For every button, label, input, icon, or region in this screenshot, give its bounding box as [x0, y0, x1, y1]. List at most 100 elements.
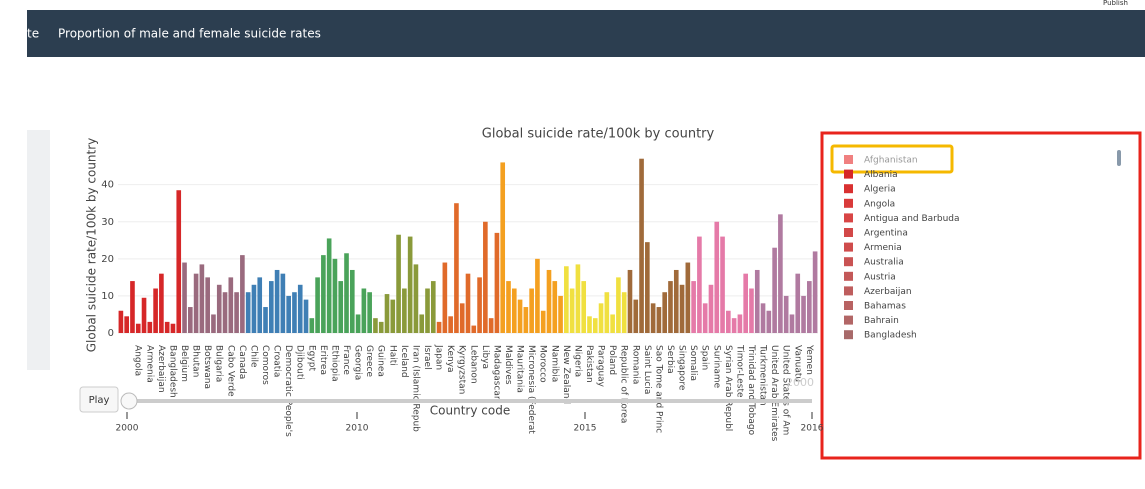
legend-label[interactable]: Angola — [864, 199, 895, 209]
legend-swatch[interactable] — [844, 257, 853, 267]
nav-tab[interactable]: Proportion of male and female suicide ra… — [58, 27, 321, 41]
bar[interactable] — [726, 310, 731, 333]
bar[interactable] — [789, 314, 795, 333]
bar[interactable] — [511, 288, 517, 334]
bar[interactable] — [176, 190, 182, 333]
bar[interactable] — [147, 321, 153, 333]
bar[interactable] — [552, 281, 558, 333]
bar[interactable] — [141, 297, 147, 333]
bar[interactable] — [627, 269, 633, 333]
legend-label[interactable]: Armenia — [864, 243, 902, 253]
bar[interactable] — [668, 281, 673, 333]
bar[interactable] — [454, 203, 459, 333]
bar[interactable] — [135, 323, 141, 333]
legend-label[interactable]: Algeria — [864, 185, 896, 195]
bar[interactable] — [685, 262, 691, 333]
bar[interactable] — [465, 273, 471, 333]
bar[interactable] — [708, 284, 714, 333]
bar[interactable] — [425, 288, 430, 334]
bar[interactable] — [691, 281, 696, 333]
play-label[interactable]: Play — [89, 395, 110, 406]
bar[interactable] — [234, 292, 239, 333]
legend-swatch[interactable] — [844, 315, 853, 325]
bar[interactable] — [754, 269, 760, 333]
bar[interactable] — [679, 284, 685, 333]
slider-handle[interactable] — [120, 392, 138, 410]
bar[interactable] — [604, 292, 610, 333]
bar[interactable] — [697, 236, 702, 333]
bar[interactable] — [523, 307, 529, 333]
legend-label[interactable]: Australia — [864, 258, 904, 268]
bar[interactable] — [349, 269, 355, 333]
bar[interactable] — [378, 321, 384, 333]
bar[interactable] — [222, 292, 228, 333]
bar[interactable] — [639, 158, 644, 333]
bar[interactable] — [170, 323, 176, 333]
legend-label[interactable]: Afghanistan — [864, 156, 918, 166]
bar[interactable] — [471, 325, 477, 333]
legend-label[interactable]: Antigua and Barbuda — [864, 214, 960, 224]
bar[interactable] — [367, 292, 372, 333]
bar[interactable] — [303, 299, 309, 333]
bar[interactable] — [188, 307, 193, 333]
bar[interactable] — [731, 318, 737, 333]
scrollbar[interactable] — [1117, 150, 1121, 166]
bar[interactable] — [228, 277, 234, 333]
bar[interactable] — [361, 288, 367, 334]
bar[interactable] — [286, 295, 291, 333]
bar[interactable] — [598, 303, 604, 333]
bar[interactable] — [402, 288, 407, 334]
bar[interactable] — [569, 288, 575, 334]
bar[interactable] — [292, 292, 297, 333]
bar[interactable] — [650, 303, 656, 333]
bar[interactable] — [216, 284, 222, 333]
legend-swatch[interactable] — [844, 301, 853, 310]
bar[interactable] — [384, 294, 390, 333]
bar[interactable] — [807, 281, 812, 333]
bar[interactable] — [436, 321, 442, 333]
bar[interactable] — [720, 236, 725, 333]
bar[interactable] — [159, 273, 164, 333]
bar[interactable] — [494, 232, 500, 333]
bar[interactable] — [616, 277, 621, 333]
legend-swatch[interactable] — [844, 228, 853, 237]
legend-label[interactable]: Bangladesh — [864, 331, 917, 341]
bar[interactable] — [240, 255, 245, 333]
legend-label[interactable]: Austria — [864, 272, 896, 282]
bar[interactable] — [407, 236, 413, 333]
legend-label[interactable]: Albania — [864, 170, 898, 180]
legend-swatch[interactable] — [844, 169, 853, 179]
bar[interactable] — [182, 262, 187, 333]
bar[interactable] — [529, 288, 534, 334]
bar[interactable] — [673, 269, 679, 333]
legend-swatch[interactable] — [844, 330, 853, 340]
legend-swatch[interactable] — [844, 271, 853, 281]
bar[interactable] — [737, 314, 743, 333]
bar[interactable] — [251, 284, 257, 333]
bar[interactable] — [581, 281, 587, 333]
bar[interactable] — [558, 295, 563, 333]
bar[interactable] — [419, 314, 425, 333]
publish-button[interactable]: Publish — [1103, 0, 1128, 7]
bar[interactable] — [546, 269, 552, 333]
bar[interactable] — [257, 277, 263, 333]
bar[interactable] — [430, 281, 436, 333]
bar[interactable] — [488, 318, 494, 333]
bar[interactable] — [124, 316, 129, 333]
legend-swatch[interactable] — [844, 198, 853, 208]
bar[interactable] — [812, 251, 818, 333]
bar[interactable] — [633, 299, 639, 333]
bar[interactable] — [390, 299, 396, 333]
bar[interactable] — [193, 273, 199, 333]
bar[interactable] — [396, 234, 401, 333]
bar[interactable] — [211, 314, 216, 333]
bar[interactable] — [517, 299, 523, 333]
bar[interactable] — [130, 281, 135, 333]
legend-label[interactable]: Bahrain — [864, 316, 899, 326]
bar[interactable] — [766, 310, 772, 333]
bar[interactable] — [656, 307, 662, 333]
bar[interactable] — [662, 292, 668, 333]
bar[interactable] — [274, 269, 280, 333]
bar[interactable] — [448, 316, 453, 333]
bar[interactable] — [338, 281, 344, 333]
